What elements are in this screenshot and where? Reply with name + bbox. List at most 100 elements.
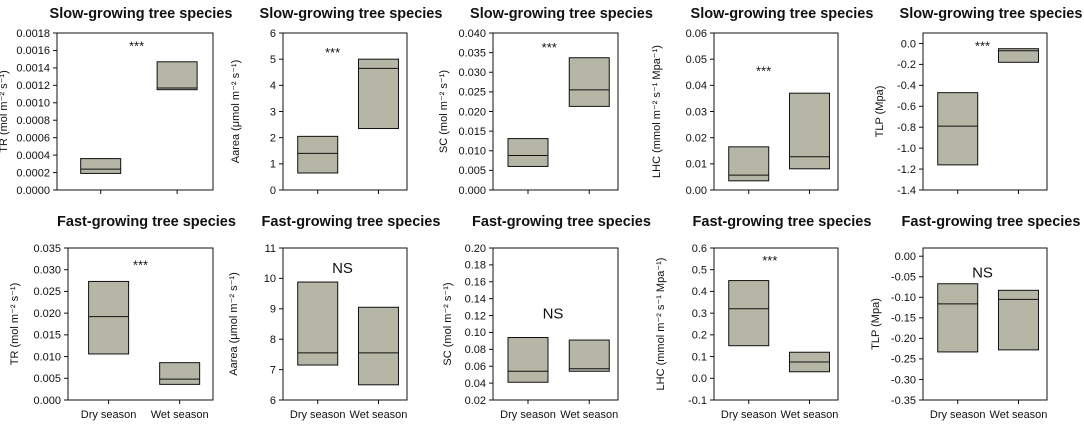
- y-tick-label: -0.35: [891, 395, 916, 407]
- box-wet-season: [357, 58, 399, 130]
- y-tick-label: 0.020: [458, 106, 486, 118]
- box-dry-season: [507, 337, 549, 383]
- y-tick-label: 0.06: [465, 361, 486, 373]
- y-tick-label: 0.010: [458, 146, 486, 158]
- y-tick-label: 0.04: [686, 80, 707, 92]
- y-tick-label: 0.015: [33, 330, 61, 342]
- y-tick-label: 0.030: [458, 67, 486, 79]
- significance-label: ***: [129, 39, 144, 54]
- significance-label: NS: [972, 264, 993, 281]
- y-tick-label: 0.0002: [16, 167, 50, 179]
- y-tick-label: 0.0010: [16, 98, 50, 110]
- y-tick-label: 0.18: [465, 260, 486, 272]
- panel-2: Slow-growing tree species 0 1 2 3 4 5 6 Aarea (μ…: [230, 6, 442, 197]
- panel-title: Fast-growing tree species: [472, 214, 651, 230]
- plot-frame: [67, 247, 214, 401]
- y-tick-label: -0.15: [891, 313, 916, 325]
- y-tick-label: 0.2: [692, 330, 707, 342]
- y-tick-label: 0.3: [692, 308, 707, 320]
- box-wet-season: [997, 48, 1039, 63]
- y-tick-label: 0.000: [33, 395, 61, 407]
- box-dry-season: [297, 135, 339, 174]
- significance-label: NS: [543, 305, 564, 322]
- y-tick-label: 0.025: [33, 286, 61, 298]
- y-tick-label: 10: [264, 273, 276, 285]
- panel-5: Slow-growing tree species 0.0 -0.2 -0.4 -0.6…: [874, 6, 1082, 197]
- y-tick-label: 0.035: [33, 243, 61, 255]
- panel-title: Slow-growing tree species: [260, 6, 443, 22]
- y-tick-label: 8: [270, 334, 276, 346]
- y-tick-label: 0.035: [458, 47, 486, 59]
- y-axis-label: TLP (Mpa): [870, 298, 882, 350]
- y-tick-label: 0.12: [465, 310, 486, 322]
- panel-title: Slow-growing tree species: [900, 6, 1083, 22]
- y-tick-label: 1: [270, 159, 276, 171]
- y-tick-label: -0.6: [897, 101, 916, 113]
- box-wet-season: [997, 289, 1039, 351]
- significance-label: ***: [762, 253, 777, 268]
- y-axis-label: TR (mol m⁻² s⁻¹): [0, 70, 10, 152]
- y-tick-label: 0.0000: [16, 185, 50, 197]
- y-tick-label: 0.10: [465, 327, 486, 339]
- panel-3: Slow-growing tree species 0.000 0.005 0.010…: [438, 6, 653, 197]
- y-tick-label: -0.20: [891, 333, 916, 345]
- y-tick-label: 0.16: [465, 277, 486, 289]
- y-tick-label: 0.0018: [16, 28, 50, 40]
- y-tick-label: 0.03: [686, 106, 707, 118]
- y-tick-label: 0.000: [458, 185, 486, 197]
- x-tick-label: Wet season: [990, 409, 1048, 421]
- y-tick-label: 0.06: [686, 28, 707, 40]
- y-tick-label: 2: [270, 132, 276, 144]
- y-tick-label: 3: [270, 106, 276, 118]
- box-dry-season: [507, 138, 549, 167]
- box-wet-season: [156, 61, 198, 91]
- y-tick-label: 0.14: [465, 293, 486, 305]
- y-axis-label: Aarea (μmol m⁻² s⁻¹): [228, 272, 240, 376]
- y-tick-label: 0.02: [465, 395, 486, 407]
- plot-frame: [282, 247, 408, 401]
- y-tick-label: -0.2: [897, 59, 916, 71]
- y-tick-label: -1.0: [897, 143, 916, 155]
- y-tick-label: 0.20: [465, 243, 486, 255]
- x-tick-label: Dry season: [81, 409, 137, 421]
- y-tick-label: 11: [265, 243, 276, 255]
- y-tick-label: 0.6: [692, 243, 707, 255]
- box-dry-season: [728, 146, 770, 182]
- y-tick-label: 0.015: [458, 126, 486, 138]
- y-tick-label: -0.1: [688, 395, 707, 407]
- y-tick-label: 7: [270, 364, 276, 376]
- panel-title: Slow-growing tree species: [50, 6, 233, 22]
- y-tick-label: 5: [270, 54, 276, 66]
- y-tick-label: -0.10: [891, 292, 916, 304]
- y-tick-label: 0.0: [901, 38, 916, 50]
- x-tick-label: Dry season: [721, 409, 777, 421]
- y-tick-label: 0.0014: [16, 63, 50, 75]
- y-tick-label: 0.005: [33, 373, 61, 385]
- y-tick-label: 0.0004: [16, 150, 50, 162]
- y-tick-label: 0.0006: [16, 132, 50, 144]
- panel-title: Fast-growing tree species: [57, 214, 236, 230]
- panel-title: Fast-growing tree species: [262, 214, 441, 230]
- y-axis-label: SC (mol m⁻² s⁻¹): [442, 282, 454, 365]
- significance-label: ***: [325, 45, 340, 60]
- y-tick-label: 0.0: [692, 373, 707, 385]
- x-tick-label: Wet season: [560, 409, 618, 421]
- y-tick-label: 0.010: [33, 351, 61, 363]
- panel-title: Slow-growing tree species: [691, 6, 874, 22]
- panel-6: Fast-growing tree species 0.000 0.005 0.010…: [9, 214, 236, 421]
- box-dry-season: [728, 280, 770, 347]
- y-tick-label: 0.00: [895, 251, 916, 263]
- y-tick-label: -0.4: [897, 80, 916, 92]
- box-dry-season: [80, 158, 122, 174]
- plot-frame: [492, 247, 619, 401]
- plot-frame: [713, 247, 839, 401]
- y-tick-label: -0.05: [891, 272, 916, 284]
- y-tick-label: 0.030: [33, 265, 61, 277]
- y-tick-label: -0.30: [891, 374, 916, 386]
- significance-label: ***: [133, 258, 148, 273]
- panel-7: Fast-growing tree species 6 7 8 9 10 11 Aarea (…: [228, 214, 440, 421]
- x-tick-label: Wet season: [781, 409, 839, 421]
- box-dry-season: [297, 281, 339, 366]
- box-wet-season: [357, 306, 399, 386]
